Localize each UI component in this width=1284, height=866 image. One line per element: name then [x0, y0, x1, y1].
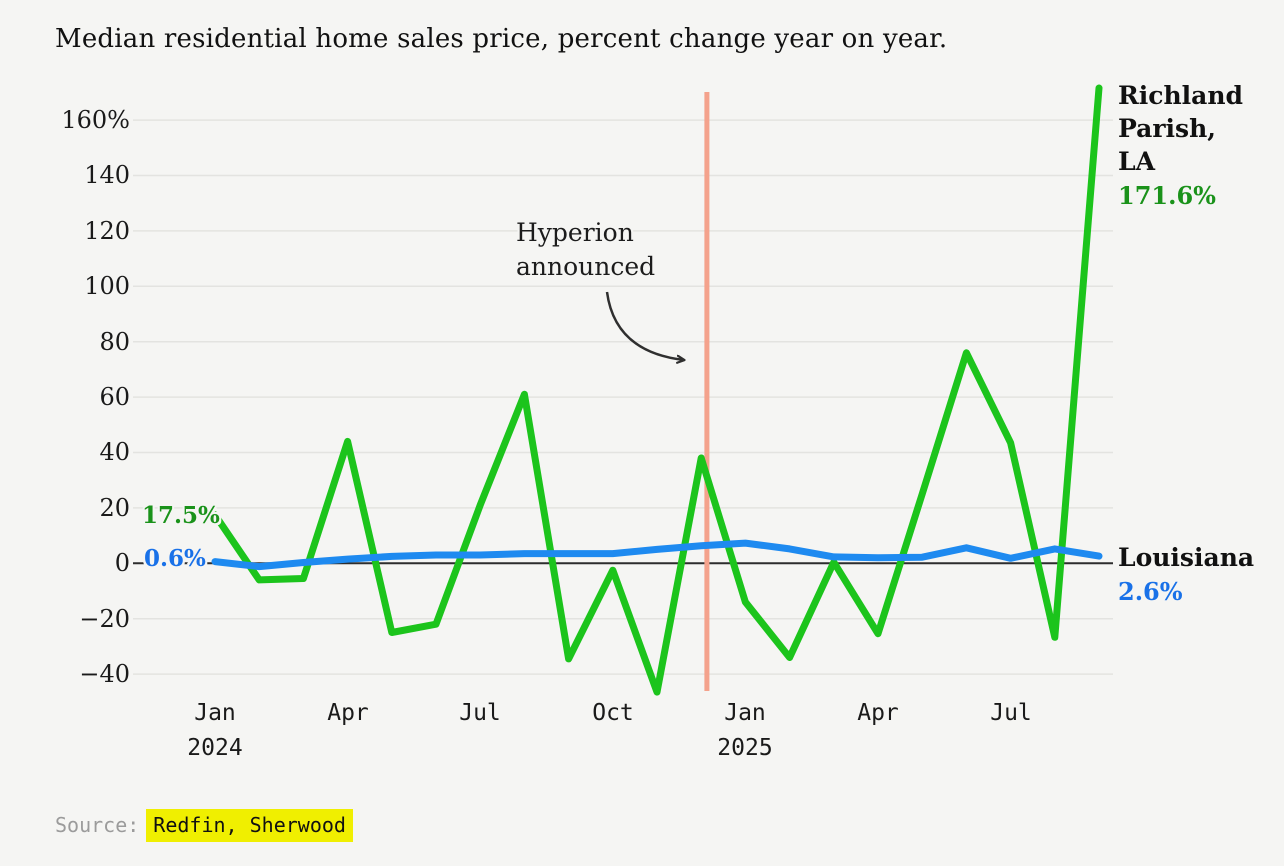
series-label-richland: Richland Parish, LA 171.6%: [1118, 79, 1258, 210]
y-tick-label: 120: [84, 217, 130, 245]
y-tick-label: 20: [99, 494, 130, 522]
grid-layer: [133, 92, 1113, 691]
chart-title: Median residential home sales price, per…: [55, 24, 948, 54]
start-label-richland: 17.5%: [142, 502, 220, 529]
x-tick-month: Apr: [857, 700, 899, 726]
x-tick-label: Jul: [966, 700, 1056, 726]
x-tick-month: Jul: [990, 700, 1032, 726]
y-tick-label: 40: [99, 438, 130, 466]
y-tick-label: 140: [84, 161, 130, 189]
x-tick-month: Jan: [724, 700, 766, 726]
x-tick-month: Apr: [327, 700, 369, 726]
x-tick-year: 2024: [187, 735, 243, 761]
x-tick-month: Jul: [459, 700, 501, 726]
series-richland-line: [211, 84, 1103, 696]
x-tick-label: Apr: [303, 700, 393, 726]
y-tick-label: 60: [99, 383, 130, 411]
series-label-richland-name: Richland Parish, LA: [1118, 81, 1244, 176]
start-label-louisiana: 0.6%: [144, 545, 206, 572]
annotation-arrow: [605, 291, 684, 360]
y-tick-label: 80: [99, 328, 130, 356]
y-tick-label: −20: [79, 605, 130, 633]
series-label-louisiana: Louisiana 2.6%: [1118, 541, 1258, 606]
y-tick-label: 160%: [61, 106, 130, 134]
series-label-richland-value: 171.6%: [1118, 181, 1216, 210]
y-tick-label: 100: [84, 272, 130, 300]
x-tick-label: Oct: [568, 700, 658, 726]
annotation-line2: announced: [516, 252, 656, 281]
source-prefix: Source:: [55, 813, 140, 837]
series-louisiana-line: [211, 539, 1103, 571]
series-layer: [211, 84, 1103, 696]
x-tick-label: Jan 2024: [170, 700, 260, 761]
x-tick-label: Apr: [833, 700, 923, 726]
series-label-louisiana-name: Louisiana: [1118, 543, 1255, 572]
source-value-highlighted: Redfin, Sherwood: [146, 809, 353, 842]
x-tick-month: Jan: [194, 700, 236, 726]
x-tick-month: Oct: [592, 700, 634, 726]
x-tick-label: Jan 2025: [700, 700, 790, 761]
y-tick-label: 0: [114, 549, 130, 577]
x-tick-label: Jul: [435, 700, 525, 726]
annotation-line1: Hyperion: [516, 218, 634, 247]
annotation-hyperion: Hyperion announced: [516, 216, 655, 284]
y-tick-label: −40: [79, 660, 130, 688]
x-tick-year: 2025: [717, 735, 773, 761]
series-label-louisiana-value: 2.6%: [1118, 577, 1183, 606]
source-line: Source: Redfin, Sherwood: [55, 809, 353, 842]
